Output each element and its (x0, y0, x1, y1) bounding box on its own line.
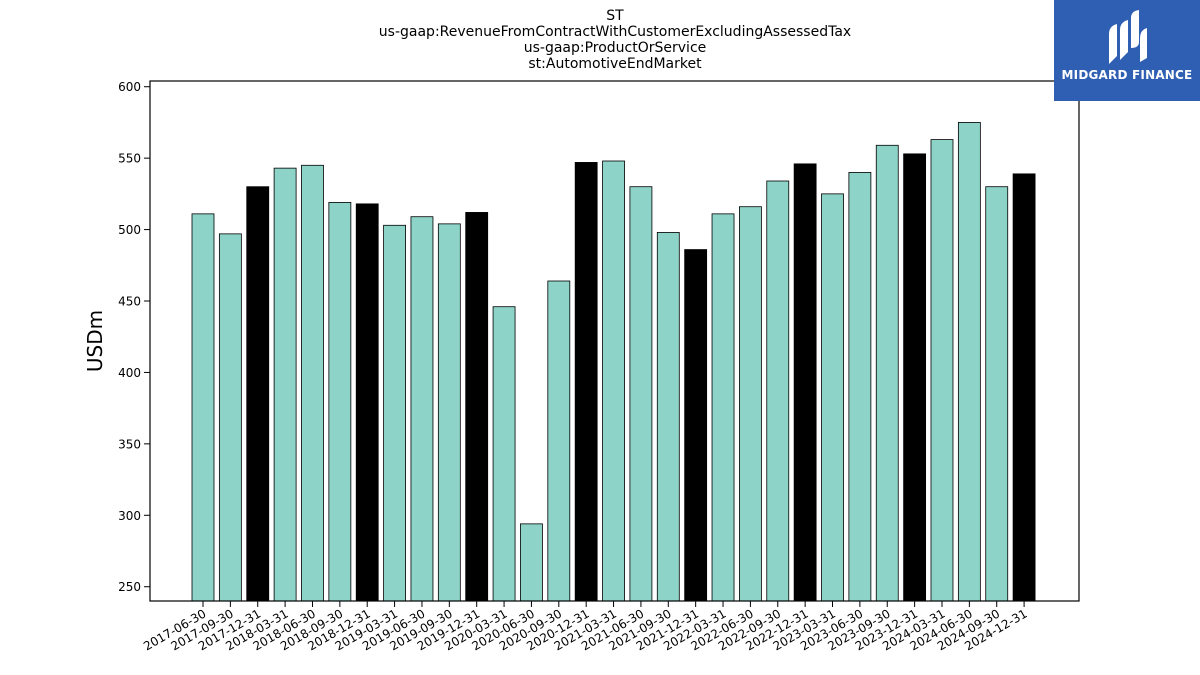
logo-text: MIDGARD FINANCE (1061, 68, 1193, 82)
x-axis: 2017-06-302017-09-302017-12-312018-03-31… (141, 601, 1030, 653)
bars-group (191, 122, 1036, 602)
bar-2022-09-30 (766, 180, 790, 602)
y-tick-label: 450 (118, 295, 141, 309)
chart-title-line-4: st:AutomotiveEndMarket (528, 56, 702, 72)
y-tick-label: 300 (118, 509, 141, 523)
plot-frame (149, 80, 1080, 602)
bar-2022-06-30 (739, 206, 762, 602)
bar-2021-12-31 (684, 249, 708, 602)
bar-2018-12-31 (355, 203, 379, 602)
y-tick-label: 550 (118, 152, 141, 166)
chart-title-line-3: us-gaap:ProductOrService (523, 40, 707, 56)
bar-2024-06-30 (957, 122, 981, 602)
midgard-logo-icon (1109, 10, 1147, 64)
chart-title-line-1: ST (606, 8, 624, 24)
bar-2021-06-30 (629, 186, 653, 602)
bar-2018-09-30 (328, 202, 352, 602)
bar-2023-03-31 (821, 193, 844, 602)
y-axis-label: USDm (83, 310, 107, 372)
bar-2018-03-31 (273, 167, 297, 602)
bar-2023-12-31 (903, 153, 927, 602)
bar-2017-09-30 (218, 233, 242, 602)
midgard-finance-logo: MIDGARD FINANCE (1054, 0, 1200, 101)
bar-2017-06-30 (191, 213, 215, 602)
bar-2020-03-31 (492, 306, 516, 602)
bar-2021-03-31 (602, 160, 625, 602)
bar-2020-06-30 (520, 523, 543, 602)
bar-2023-06-30 (848, 172, 872, 602)
bar-2024-12-31 (1012, 173, 1036, 602)
chart-title-line-2: us-gaap:RevenueFromContractWithCustomerE… (378, 24, 852, 40)
bar-2019-09-30 (437, 223, 461, 602)
bar-2019-03-31 (383, 224, 406, 602)
y-tick-label: 500 (118, 223, 141, 237)
y-tick-label: 600 (118, 80, 141, 94)
bar-2022-03-31 (711, 213, 735, 602)
bar-2021-09-30 (656, 232, 680, 602)
bar-2017-12-31 (246, 186, 270, 602)
y-tick-label: 350 (118, 437, 141, 451)
bar-2023-09-30 (875, 144, 899, 602)
bar-2024-03-31 (930, 139, 954, 602)
bar-2022-12-31 (793, 163, 817, 602)
bar-2020-12-31 (574, 162, 598, 602)
bar-2019-12-31 (465, 212, 489, 602)
bar-2018-06-30 (301, 164, 324, 602)
bar-2020-09-30 (547, 280, 571, 602)
y-axis: 250 300 350 400 450 500 550 600 (118, 80, 150, 594)
bar-2019-06-30 (410, 216, 434, 602)
bar-2024-09-30 (985, 186, 1009, 602)
y-tick-label: 250 (118, 580, 141, 594)
y-tick-label: 400 (118, 366, 141, 380)
